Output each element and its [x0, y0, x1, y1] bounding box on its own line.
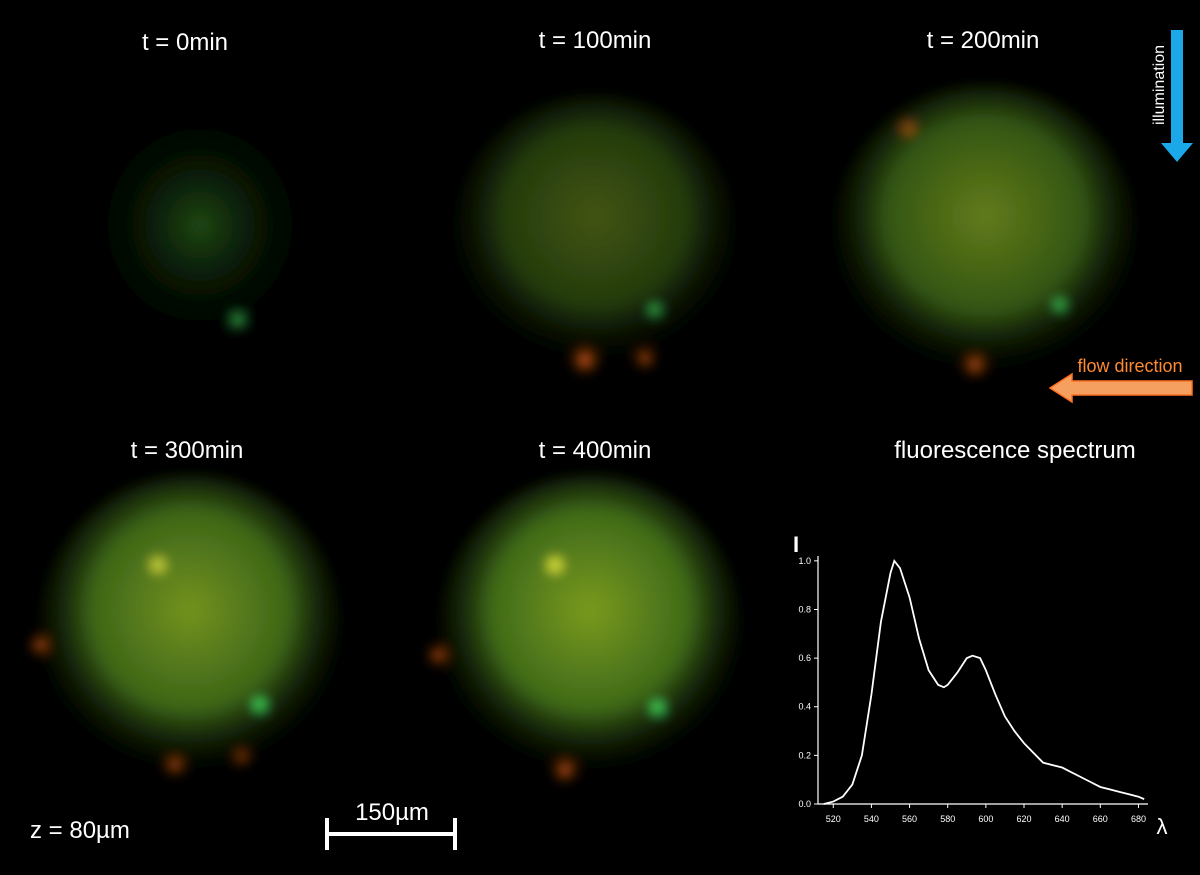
- microscopy: [30, 85, 1135, 782]
- spheroid: [835, 85, 1135, 375]
- spectrum-line: [823, 558, 1145, 805]
- illumination-label: illumination: [1151, 45, 1168, 125]
- x-tick-label: 560: [902, 814, 917, 824]
- x-tick-label: 520: [826, 814, 841, 824]
- droplet: [553, 758, 577, 782]
- spheroid: [440, 475, 740, 775]
- droplet: [899, 119, 917, 137]
- spot: [548, 558, 562, 572]
- y-tick-label: 1.0: [798, 556, 811, 566]
- x-tick-label: 600: [978, 814, 993, 824]
- panel-label: t = 100min: [539, 27, 652, 54]
- spot: [254, 699, 266, 711]
- x-tick-label: 540: [864, 814, 879, 824]
- spheroid: [85, 105, 315, 345]
- y-tick-label: 0.8: [798, 604, 811, 614]
- y-axis-label: I: [793, 532, 799, 557]
- droplet: [428, 645, 448, 665]
- spot: [652, 702, 664, 714]
- y-tick-label: 0.0: [798, 799, 811, 809]
- droplet: [571, 346, 599, 374]
- panel-label: t = 0min: [142, 29, 228, 56]
- panel-label: t = 200min: [927, 27, 1040, 54]
- droplet: [635, 348, 655, 368]
- panel-label: t = 300min: [131, 437, 244, 464]
- x-tick-label: 660: [1093, 814, 1108, 824]
- x-tick-label: 680: [1131, 814, 1146, 824]
- spheroid: [40, 475, 340, 775]
- flow-label: flow direction: [1077, 356, 1182, 376]
- depth-label: z = 80µm: [30, 817, 130, 844]
- droplet: [30, 635, 50, 655]
- spot: [151, 558, 165, 572]
- y-tick-label: 0.2: [798, 750, 811, 760]
- y-tick-label: 0.4: [798, 702, 811, 712]
- spot: [1055, 300, 1065, 310]
- x-axis-label: λ: [1157, 814, 1168, 839]
- droplet: [165, 755, 185, 775]
- y-tick-label: 0.6: [798, 653, 811, 663]
- illumination-arrow: [1161, 30, 1193, 162]
- panel-label: t = 400min: [539, 437, 652, 464]
- spot: [233, 315, 243, 325]
- droplet: [234, 749, 250, 765]
- chart-title: fluorescence spectrum: [894, 437, 1135, 464]
- droplet: [963, 353, 987, 377]
- spot: [650, 305, 660, 315]
- scale-bar: [325, 818, 457, 850]
- x-tick-label: 620: [1016, 814, 1031, 824]
- x-tick-label: 580: [940, 814, 955, 824]
- flow-arrow: [1048, 372, 1193, 404]
- x-tick-label: 640: [1055, 814, 1070, 824]
- scale-label: 150µm: [355, 799, 429, 826]
- spheroid: [455, 95, 735, 365]
